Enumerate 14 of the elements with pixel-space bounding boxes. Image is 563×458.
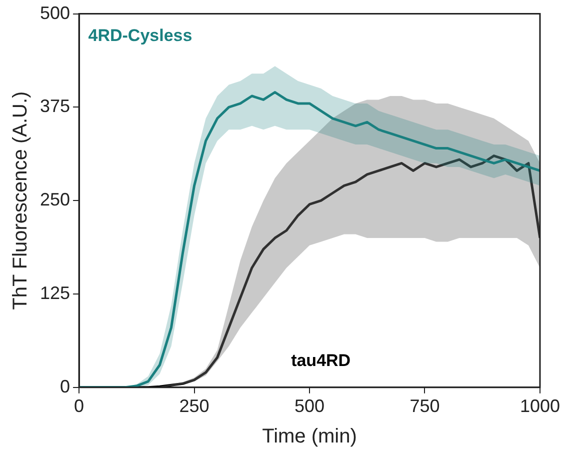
x-tick-label: 500 (294, 396, 325, 416)
y-axis-title: ThT Fluorescence (A.U.) (10, 91, 32, 310)
text: tau4RD (291, 350, 351, 370)
x-tick-label: 0 (74, 396, 84, 416)
y-tick-label: 125 (40, 282, 70, 303)
y-tick-label: 500 (40, 2, 70, 23)
x-tick-label: 1000 (520, 396, 560, 416)
text: 4RD-Cysless (88, 26, 192, 45)
y-tick-label: 250 (40, 190, 70, 210)
y-tick-label: 0 (60, 376, 70, 396)
x-tick-label: 750 (410, 396, 440, 416)
x-axis-title: Time (min) (262, 426, 357, 448)
y-tick-label: 375 (40, 96, 70, 116)
x-tick-label: 250 (179, 396, 210, 416)
